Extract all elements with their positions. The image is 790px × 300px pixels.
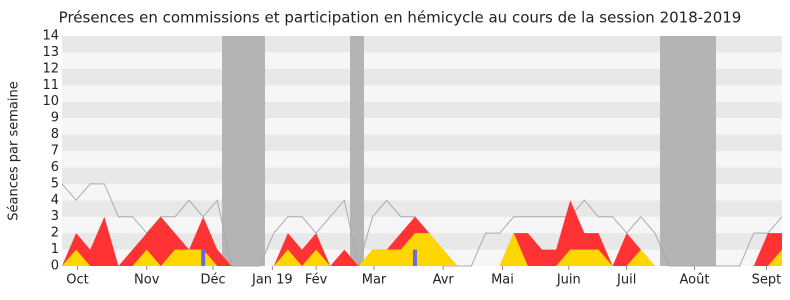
x-tick-label: Avr: [433, 273, 455, 288]
x-tick-label: Août: [679, 273, 709, 288]
x-tick-label: Oct: [66, 273, 88, 288]
y-tick-label: 6: [51, 160, 59, 175]
x-tick-label: Mar: [362, 273, 387, 288]
x-tick-label: Juil: [616, 273, 636, 288]
chart-title: Présences en commissions et participatio…: [59, 9, 742, 27]
y-tick-label: 3: [51, 209, 59, 224]
y-tick-label: 9: [51, 111, 59, 126]
x-tick-label: Sept: [752, 273, 782, 288]
y-tick-label: 11: [42, 78, 59, 93]
vacation: [660, 36, 716, 266]
y-tick-label: 10: [42, 94, 59, 109]
line: [61, 183, 783, 267]
bar: [412, 249, 417, 266]
x-tick-label: Juin: [556, 273, 581, 288]
y-tick-label: 4: [51, 193, 59, 208]
y-tick-label: 7: [51, 144, 59, 159]
y-tick-label: 12: [42, 61, 59, 76]
y-tick-label: 14: [42, 29, 59, 44]
x-tick-label: Fév: [305, 273, 328, 288]
x-tick-label: Déc: [200, 273, 225, 288]
y-tick-label: 13: [42, 45, 59, 60]
y-tick-label: 5: [51, 176, 59, 191]
x-tick-label: Nov: [134, 273, 160, 288]
y-tick-label: 2: [51, 226, 59, 241]
bar: [201, 249, 206, 266]
x-tick-label: Jan 19: [251, 273, 293, 288]
y-tick-label: 1: [51, 242, 59, 257]
y-tick-label: 8: [51, 127, 59, 142]
x-tick-label: Mai: [491, 273, 514, 288]
area: [62, 233, 782, 266]
vacation: [350, 36, 364, 266]
vacation: [222, 36, 265, 266]
y-tick-label: 0: [51, 259, 59, 274]
y-axis-label: Séances par semaine: [7, 81, 22, 220]
